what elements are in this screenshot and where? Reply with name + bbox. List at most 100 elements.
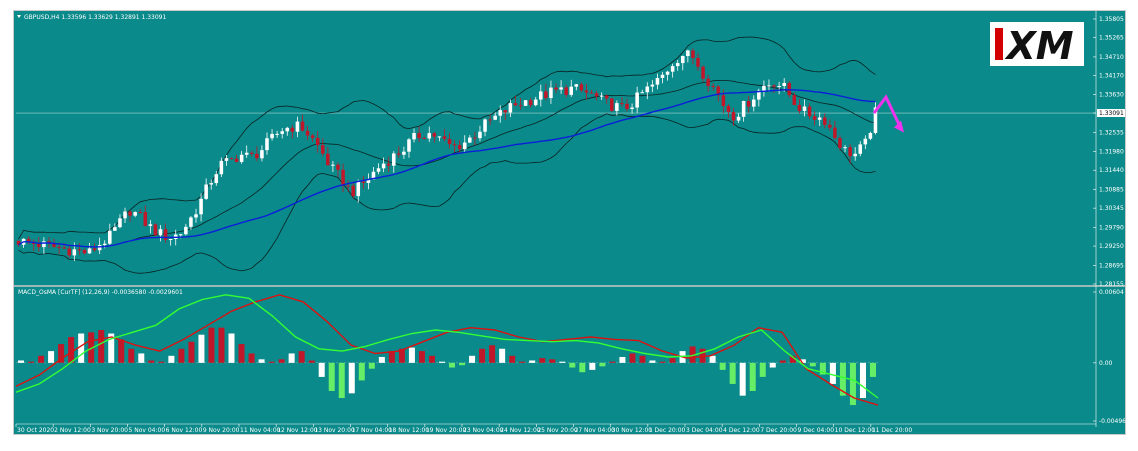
macd-histogram-bar [819, 362, 826, 375]
candle-body [615, 103, 619, 111]
macd-histogram-bar [849, 362, 856, 406]
candle-body [102, 243, 107, 245]
candle-body [148, 224, 153, 226]
candle-body [356, 181, 361, 197]
candle-body [462, 142, 467, 150]
moving-average-line [18, 88, 876, 248]
macd-histogram-bar [639, 355, 646, 363]
candle-body [158, 229, 163, 236]
signal-line [15, 294, 879, 399]
candle-body [265, 138, 269, 151]
candle-body [483, 119, 487, 132]
candle-body [163, 229, 168, 240]
macd-histogram-bar [398, 348, 405, 363]
candle-body [848, 147, 852, 157]
candle-body [229, 158, 234, 160]
macd-histogram-bar [559, 361, 566, 363]
candle-body [828, 124, 832, 128]
price-tick-label: 1.29250 [1099, 243, 1124, 250]
time-tick-label: 3 Nov 20:00 [91, 427, 128, 434]
macd-histogram-bar [689, 346, 696, 363]
candle-body [331, 164, 335, 166]
candle-body [179, 234, 183, 236]
candle-body [782, 82, 786, 87]
macd-pane [15, 294, 879, 406]
candle-body [645, 86, 650, 93]
symbol-dropdown-icon[interactable] [17, 15, 21, 18]
current-price-box [1097, 109, 1125, 118]
macd-histogram-bar [318, 362, 325, 377]
macd-histogram-bar [128, 348, 135, 363]
candle-body [295, 121, 300, 132]
candle-body [432, 133, 437, 137]
price-tick-label: 1.28155 [1099, 281, 1124, 288]
candle-body [838, 138, 842, 148]
candle-body [498, 110, 503, 116]
price-tick-label: 1.30345 [1099, 205, 1124, 212]
axes: 1.35805 1.35265 1.34710 1.34170 1.33630 1.330… [15, 11, 1126, 434]
candle-body [711, 86, 715, 88]
macd-histogram-bar [68, 337, 75, 363]
candle-body [67, 248, 72, 256]
time-tick-label: 3 Dec 04:00 [686, 427, 723, 434]
macd-histogram-bar [228, 333, 235, 363]
macd-tick-label: 0.00 [1099, 360, 1113, 367]
macd-histogram-bar [459, 362, 466, 366]
macd-histogram-bar [278, 359, 285, 363]
candle-body [584, 90, 589, 93]
macd-histogram-bar [188, 341, 195, 363]
macd-histogram-bar [118, 339, 125, 363]
candle-body [478, 131, 482, 139]
candle-body [437, 136, 442, 138]
candle-body [320, 145, 325, 154]
candle-body [549, 87, 553, 99]
macd-histogram-bar [298, 351, 305, 363]
candle-body [168, 238, 173, 240]
price-tick-label: 1.31440 [1099, 167, 1124, 174]
macd-histogram-bar [799, 359, 806, 363]
candle-body [341, 169, 345, 186]
candle-body [772, 85, 776, 87]
candle-body [741, 100, 746, 117]
candle-body [564, 87, 568, 95]
candle-body [138, 212, 143, 214]
time-tick-label: 11 Nov 04:00 [240, 427, 281, 434]
candle-body [72, 249, 77, 256]
candle-body [82, 249, 87, 254]
macd-histogram-bar [549, 359, 556, 363]
macd-histogram-bar [248, 353, 255, 363]
candle-body [113, 227, 117, 231]
candle-body [52, 243, 56, 247]
macd-tick-label: 0.00604 [1099, 289, 1124, 296]
candle-body [539, 91, 543, 100]
macd-histogram-bar [809, 362, 816, 367]
candle-body [721, 95, 726, 106]
candle-body [402, 151, 406, 155]
macd-histogram-bar [368, 362, 375, 369]
macd-histogram-bar [749, 362, 756, 391]
time-tick-label: 18 Nov 12:00 [389, 427, 430, 434]
candle-body [468, 137, 472, 143]
macd-histogram-bar [699, 348, 706, 363]
candle-body [706, 78, 710, 87]
candle-body [670, 66, 675, 72]
time-tick-label: 12 Nov 12:00 [277, 427, 318, 434]
macd-histogram-bar [388, 351, 395, 363]
price-tick-label: 1.31980 [1099, 149, 1124, 156]
candle-body [665, 71, 670, 75]
candle-body [655, 78, 660, 85]
logo-red-stripe [995, 28, 1003, 60]
candle-body [133, 212, 137, 216]
candle-body [16, 240, 21, 245]
macd-histogram-bar [358, 362, 365, 381]
time-tick-label: 5 Nov 04:00 [129, 427, 166, 434]
candle-body [42, 241, 46, 248]
time-tick-label: 9 Nov 20:00 [203, 427, 240, 434]
candle-body [528, 100, 533, 106]
macd-histogram-bar [58, 344, 65, 363]
projection-arrow-head [894, 120, 904, 133]
candle-body [508, 103, 513, 113]
candle-body [381, 163, 386, 169]
candle-body [858, 144, 863, 154]
